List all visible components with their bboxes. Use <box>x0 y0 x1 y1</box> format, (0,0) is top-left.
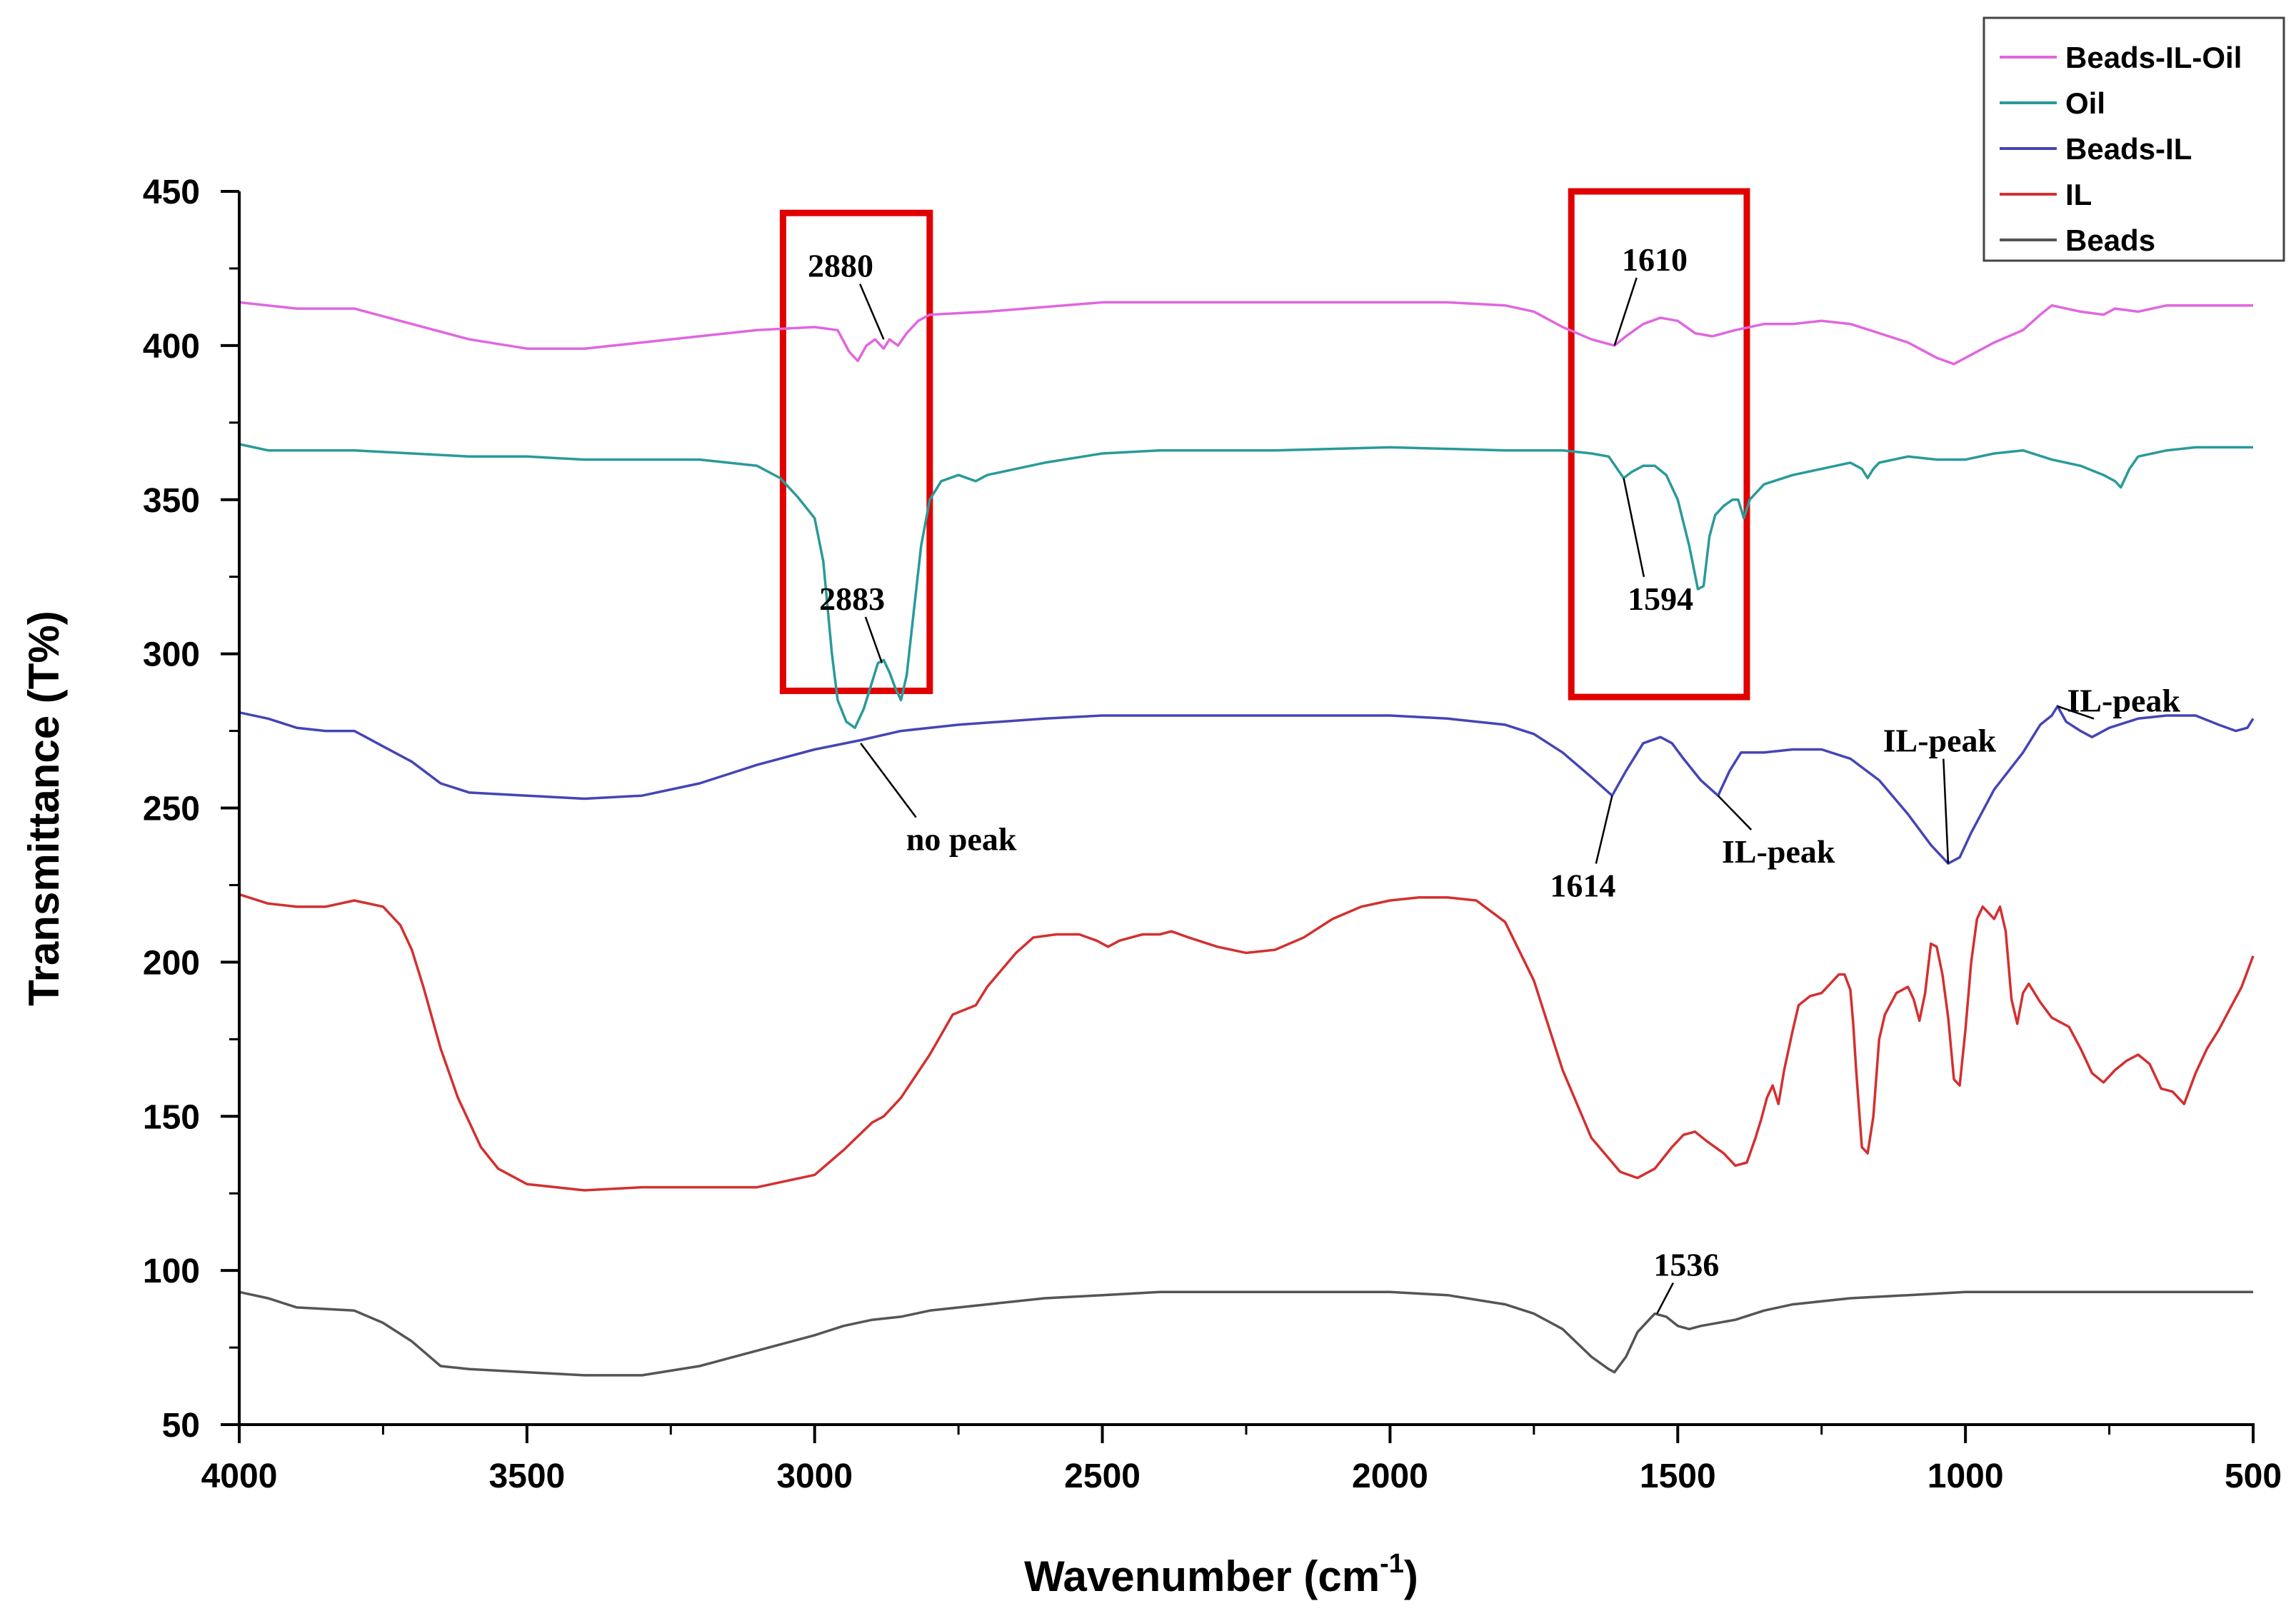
x-tick-label: 2000 <box>1352 1457 1428 1495</box>
x-tick-label: 500 <box>2225 1457 2282 1495</box>
x-tick-label: 2500 <box>1064 1457 1141 1495</box>
annotation-label: IL-peak <box>1883 723 1997 759</box>
y-tick-label: 350 <box>143 482 200 520</box>
x-tick-label: 3500 <box>488 1457 565 1495</box>
annotation-leader <box>1595 795 1613 864</box>
annotation-leader <box>1623 478 1645 578</box>
legend-label: Beads <box>2065 224 2155 257</box>
annotation-leader <box>1613 277 1638 346</box>
y-tick-label: 150 <box>143 1098 200 1136</box>
y-tick-label: 200 <box>143 944 200 982</box>
series-line-beads <box>239 1290 2253 1377</box>
legend-label: Oil <box>2065 86 2105 120</box>
y-axis-label: Transmittance (T%) <box>20 611 68 1005</box>
annotation-label: no peak <box>906 821 1017 858</box>
y-tick-label: 450 <box>143 174 200 211</box>
annotation-label: 1614 <box>1550 867 1615 903</box>
annotation-label: 1594 <box>1628 581 1693 617</box>
annotation-leader <box>2057 705 2095 720</box>
axes <box>238 191 2255 1426</box>
legend-label: IL <box>2065 178 2092 211</box>
x-axis-label: Wavenumber (cm-1) <box>1024 1549 1418 1600</box>
annotation-leader <box>1656 1282 1674 1315</box>
legend-label: Beads-IL <box>2065 132 2192 166</box>
x-tick-label: 1500 <box>1640 1457 1716 1495</box>
annotation-label: IL-peak <box>2067 682 2180 718</box>
legend-label: Beads-IL-Oil <box>2065 41 2242 74</box>
annotation-label: 2883 <box>819 581 885 617</box>
series-line-oil <box>239 443 2253 729</box>
x-tick-label: 1000 <box>1927 1457 2004 1495</box>
series-lines <box>239 301 2255 1377</box>
annotation-label: IL-peak <box>1722 833 1835 870</box>
x-axis-label-sup: -1 <box>1380 1549 1404 1579</box>
annotation-leader <box>859 283 885 340</box>
highlight-box-2 <box>1568 188 1750 701</box>
annotation-label: 1536 <box>1653 1246 1719 1283</box>
x-tick-label: 4000 <box>201 1457 278 1495</box>
y-tick-label: 300 <box>143 636 200 674</box>
y-tick-label: 250 <box>143 791 200 828</box>
highlight-box-1 <box>779 209 933 694</box>
y-tick-label: 400 <box>143 328 200 366</box>
annotation-leader <box>1942 758 1950 864</box>
y-tick-label: 50 <box>162 1407 200 1445</box>
series-line-beads-il <box>239 705 2255 865</box>
ticks: 4000 3500 3000 2500 2000 1500 1000 500 50 100 150 2… <box>143 174 2282 1495</box>
x-axis-label-close: ) <box>1404 1552 1418 1600</box>
legend: Beads-IL-Oil Oil Beads-IL IL Beads <box>1982 16 2285 262</box>
annotation-leader <box>860 743 917 818</box>
y-tick-label: 100 <box>143 1253 200 1290</box>
highlight-boxes <box>779 188 1750 701</box>
x-tick-label: 3000 <box>776 1457 853 1495</box>
annotations: 2880 1610 2883 1594 no peak 1614 IL-peak IL-pea… <box>808 241 2180 1315</box>
annotation-leader <box>864 616 883 663</box>
series-line-beads-il-oil <box>239 301 2253 366</box>
x-axis-label-main: Wavenumber (cm <box>1024 1552 1380 1600</box>
annotation-label: 2880 <box>808 248 873 284</box>
annotation-label: 1610 <box>1622 241 1688 278</box>
series-line-il <box>239 893 2255 1192</box>
annotation-leader <box>1717 795 1753 830</box>
